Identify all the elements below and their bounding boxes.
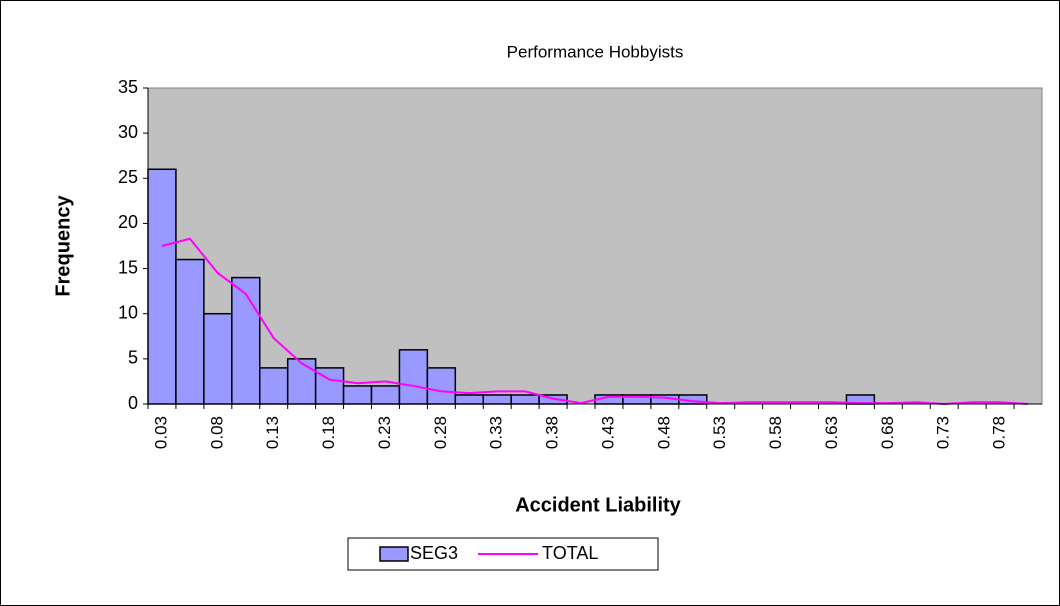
x-tick-label: 0.43 — [598, 416, 617, 449]
bar — [259, 367, 289, 405]
x-tick-label: 0.58 — [766, 416, 785, 449]
x-tick-label: 0.18 — [319, 416, 338, 449]
y-tick-label: 5 — [128, 348, 138, 368]
bar — [286, 358, 317, 405]
legend-swatch — [379, 546, 409, 562]
legend-label: SEG3 — [410, 543, 458, 563]
x-tick-label: 0.73 — [934, 416, 953, 449]
y-tick-label: 15 — [118, 257, 138, 277]
y-tick-label: 35 — [118, 77, 138, 97]
bar — [482, 394, 512, 405]
bar — [398, 349, 429, 405]
y-tick-label: 30 — [118, 122, 138, 142]
x-tick-label: 0.08 — [207, 416, 226, 449]
x-tick-label: 0.33 — [487, 416, 506, 449]
x-tick-label: 0.68 — [878, 416, 897, 449]
x-tick-label: 0.38 — [543, 416, 562, 449]
bar — [231, 276, 261, 405]
y-tick-label: 25 — [118, 167, 138, 187]
x-tick-label: 0.63 — [822, 416, 841, 449]
plot-area — [147, 87, 1043, 405]
x-tick-label: 0.28 — [431, 416, 450, 449]
x-tick-label: 0.78 — [990, 416, 1009, 449]
bar — [175, 258, 205, 405]
y-tick-label: 10 — [118, 302, 138, 322]
bar — [147, 168, 177, 405]
x-tick-label: 0.48 — [654, 416, 673, 449]
y-axis-label: Frequency — [52, 195, 74, 297]
bar — [370, 385, 401, 405]
x-tick-label: 0.03 — [151, 416, 170, 449]
bar — [342, 385, 373, 405]
line — [161, 237, 1029, 406]
legend-label: TOTAL — [542, 543, 598, 563]
y-tick-label: 20 — [118, 212, 138, 232]
bar — [454, 394, 484, 405]
bar — [426, 367, 457, 405]
x-tick-label: 0.53 — [710, 416, 729, 449]
bar — [203, 312, 233, 405]
y-tick-label: 0 — [128, 393, 138, 413]
x-axis-label: Accident Liability — [515, 494, 681, 516]
chart-title: Performance Hobbyists — [507, 42, 684, 61]
bar — [510, 394, 540, 405]
x-tick-label: 0.23 — [375, 416, 394, 449]
x-tick-label: 0.13 — [263, 416, 282, 449]
